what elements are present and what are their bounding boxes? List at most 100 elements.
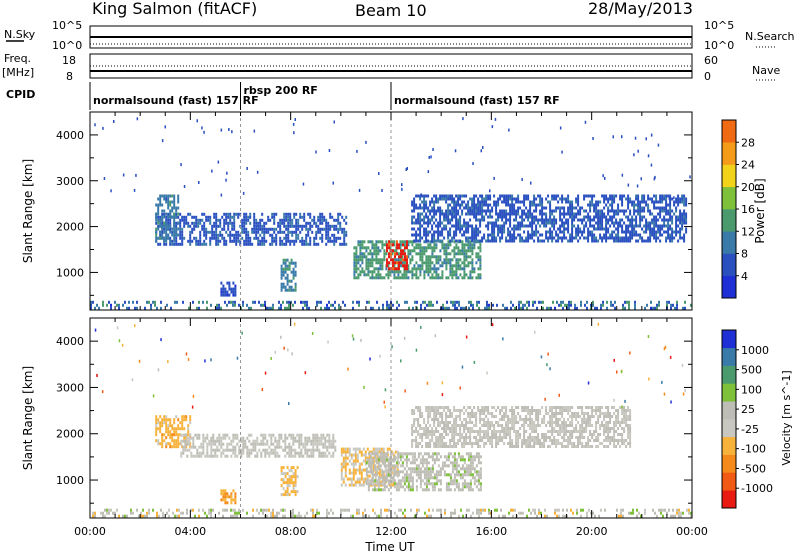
heatmap-cell [205,215,208,219]
heatmap-cell [157,203,160,207]
heatmap-cell [433,270,436,274]
heatmap-cell [171,206,174,210]
heatmap-cell [455,206,458,210]
heatmap-cell [353,273,356,277]
heatmap-cell [679,230,682,234]
heatmap-cell [531,200,534,204]
heatmap-cell [455,424,458,427]
heatmap-cell [634,300,636,304]
heatmap-cell [361,258,364,262]
heatmap-cell [627,224,630,228]
heatmap-cell [236,436,239,440]
heatmap-cell [513,227,516,231]
heatmap-cell [591,200,594,204]
heatmap-cell [449,473,452,477]
heatmap-cell [656,306,658,310]
heatmap-cell [581,221,584,225]
heatmap-cell [192,436,195,440]
heatmap-cell [475,473,478,477]
heatmap-cell [415,436,418,439]
heatmap-cell [392,468,395,472]
heatmap-cell [470,303,472,307]
heatmap-cell [377,273,380,277]
heatmap-cell [407,458,410,462]
heatmap-cell [126,306,128,310]
heatmap-cell [587,239,590,243]
heatmap-cell [362,453,365,457]
heatmap-cell [297,221,300,225]
heatmap-cell [218,436,221,440]
heatmap-cell [243,221,246,225]
heatmap-cell [447,485,450,489]
heatmap-cell [208,442,211,446]
heatmap-cell [163,242,166,246]
heatmap-cell [471,461,474,465]
heatmap-cell [397,252,400,256]
heatmap-cell [157,242,160,246]
heatmap-cell [635,233,638,237]
heatmap-cell [163,224,166,228]
heatmap-cell [431,452,434,456]
heatmap-cell [224,454,227,458]
heatmap-cell [663,215,666,219]
heatmap-cell [501,218,504,222]
heatmap-cell [477,406,480,409]
heatmap-cell [454,149,457,153]
heatmap-cell [356,453,359,457]
heatmap-cell [333,227,336,231]
heatmap-cell [487,233,490,237]
heatmap-cell [415,488,418,492]
heatmap-cell [180,163,182,167]
heatmap-cell [313,215,316,219]
heatmap-cell [433,255,436,259]
heatmap-cell [469,464,472,468]
heatmap-cell [541,221,544,225]
heatmap-cell [211,233,214,237]
heatmap-cell [428,303,430,307]
heatmap-cell [471,197,474,201]
heatmap-cell [457,212,460,216]
heatmap-cell [394,261,396,265]
heatmap-cell [425,467,428,471]
heatmap-cell [342,462,345,466]
heatmap-cell [377,479,380,483]
heatmap-cell [380,474,383,478]
heatmap-cell [427,170,430,174]
heatmap-cell [607,218,610,222]
heatmap-cell [321,227,324,231]
heatmap-cell [428,300,430,304]
heatmap-cell [223,212,226,216]
heatmap-cell [633,209,636,213]
heatmap-cell [529,215,532,219]
heatmap-cell [402,264,404,268]
heatmap-cell [569,206,572,210]
heatmap-cell [401,240,404,244]
heatmap-cell [271,215,274,219]
heatmap-cell [657,224,660,228]
heatmap-cell [173,221,176,225]
heatmap-cell [489,421,492,424]
heatmap-cell [175,230,178,234]
heatmap-cell [637,194,640,198]
heatmap-cell [451,239,454,243]
heatmap-cell [552,300,554,304]
heatmap-cell [421,415,424,418]
heatmap-cell [297,218,300,222]
heatmap-cell [541,218,544,222]
heatmap-cell [226,303,228,307]
heatmap-cell [431,197,434,201]
heatmap-cell [367,264,370,268]
heatmap-cell [553,218,556,222]
heatmap-cell [365,261,368,265]
heatmap-cell [419,415,422,418]
heatmap-cell [451,439,454,442]
heatmap-cell [391,252,394,256]
heatmap-cell [161,418,164,422]
heatmap-cell [257,239,260,243]
heatmap-cell [220,193,223,197]
heatmap-cell [503,436,506,439]
heatmap-cell [206,445,209,449]
heatmap-cell [327,221,330,225]
heatmap-cell [603,206,606,210]
heatmap-cell [603,227,606,231]
